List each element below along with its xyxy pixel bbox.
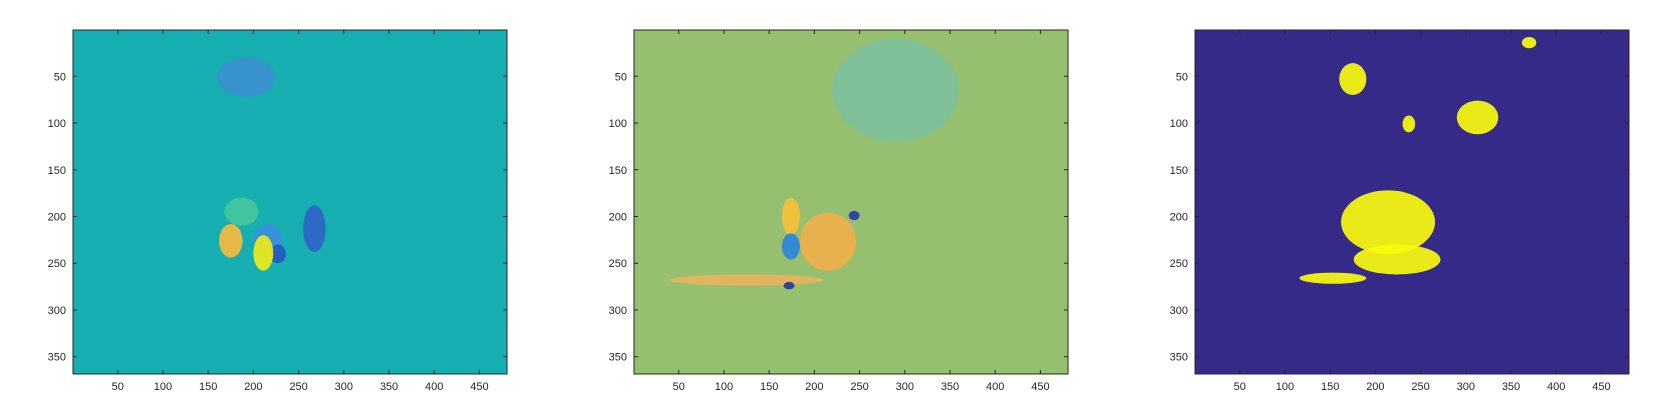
heatmap-patch-5 bbox=[1456, 100, 1499, 135]
x-tick-label: 100 bbox=[715, 381, 733, 393]
x-tick-label: 150 bbox=[1321, 381, 1339, 393]
heatmap-patch-3 bbox=[303, 205, 326, 253]
x-tick-label: 350 bbox=[941, 381, 959, 393]
y-tick-label: 150 bbox=[1170, 165, 1188, 177]
x-tick-label: 400 bbox=[425, 381, 443, 393]
axes-frame bbox=[72, 29, 508, 375]
x-tick-label: 200 bbox=[1366, 381, 1384, 393]
y-tick-label: 100 bbox=[48, 118, 66, 130]
heatmap-patch-1 bbox=[1341, 190, 1436, 254]
x-tick-label: 300 bbox=[896, 381, 914, 393]
heatmap-patch-1 bbox=[781, 197, 800, 236]
y-tick-label: 250 bbox=[609, 258, 627, 270]
heatmap-patch-2 bbox=[1353, 244, 1441, 275]
x-tick-label: 250 bbox=[289, 381, 307, 393]
heatmap-patch-4 bbox=[848, 210, 860, 221]
x-tick-label: 350 bbox=[1502, 381, 1520, 393]
heatmap-panel-2: 50 100 150 200 250 300 350 400 450 50 100 150 200 250… bbox=[609, 29, 1069, 393]
heatmap-patch-6 bbox=[253, 235, 274, 271]
axes-frame bbox=[1194, 29, 1630, 375]
x-tick-label: 250 bbox=[850, 381, 868, 393]
x-tick-label: 100 bbox=[154, 381, 172, 393]
x-tick-label: 400 bbox=[1547, 381, 1565, 393]
y-tick-label: 50 bbox=[54, 71, 66, 83]
y-tick-label: 250 bbox=[48, 258, 66, 270]
heatmap-panel-1: 50 100 150 200 250 300 350 400 450 50 100 150 200 250… bbox=[48, 29, 508, 393]
y-tick-label: 300 bbox=[609, 305, 627, 317]
y-tick-label: 50 bbox=[1176, 71, 1188, 83]
heatmap-patch-7 bbox=[217, 57, 276, 97]
x-tick-label: 150 bbox=[199, 381, 217, 393]
x-tick-label: 50 bbox=[112, 381, 124, 393]
x-tick-label: 300 bbox=[335, 381, 353, 393]
heatmap-patch-6 bbox=[783, 281, 795, 290]
heatmap-panel-3: 50 100 150 200 250 300 350 400 450 50 100 150 200 250… bbox=[1170, 29, 1630, 393]
x-tick-label: 400 bbox=[986, 381, 1004, 393]
heatmap-patch-2 bbox=[781, 233, 800, 260]
y-tick-label: 100 bbox=[609, 118, 627, 130]
y-tick-label: 150 bbox=[609, 165, 627, 177]
y-tick-label: 300 bbox=[1170, 305, 1188, 317]
heatmap-patch-7 bbox=[1402, 115, 1416, 133]
x-tick-label: 450 bbox=[1592, 381, 1610, 393]
y-tick-label: 200 bbox=[1170, 211, 1188, 223]
y-tick-label: 300 bbox=[48, 305, 66, 317]
x-tick-label: 200 bbox=[805, 381, 823, 393]
heatmap-patch-4 bbox=[269, 244, 286, 264]
axes-frame bbox=[633, 29, 1069, 375]
heatmap-patch-1 bbox=[219, 223, 243, 258]
y-tick-label: 200 bbox=[48, 211, 66, 223]
y-tick-label: 150 bbox=[48, 165, 66, 177]
heatmap-patch-5 bbox=[224, 197, 259, 226]
heatmap-patch-5 bbox=[669, 274, 824, 286]
y-tick-label: 350 bbox=[609, 352, 627, 364]
x-tick-label: 100 bbox=[1276, 381, 1294, 393]
heatmap-patch-4 bbox=[1339, 63, 1367, 95]
heatmap-patch-7 bbox=[832, 38, 960, 142]
x-tick-label: 450 bbox=[470, 381, 488, 393]
x-tick-label: 50 bbox=[1234, 381, 1246, 393]
heatmap-background bbox=[73, 30, 507, 374]
x-tick-label: 450 bbox=[1031, 381, 1049, 393]
y-tick-label: 350 bbox=[48, 352, 66, 364]
y-tick-label: 250 bbox=[1170, 258, 1188, 270]
heatmap-patch-3 bbox=[799, 212, 856, 271]
x-tick-label: 150 bbox=[760, 381, 778, 393]
x-tick-label: 350 bbox=[380, 381, 398, 393]
x-tick-label: 300 bbox=[1457, 381, 1475, 393]
y-tick-label: 100 bbox=[1170, 118, 1188, 130]
heatmap-patch-3 bbox=[1299, 272, 1367, 284]
y-tick-label: 50 bbox=[615, 71, 627, 83]
y-tick-label: 200 bbox=[609, 211, 627, 223]
x-tick-label: 200 bbox=[244, 381, 262, 393]
x-tick-label: 50 bbox=[673, 381, 685, 393]
x-tick-label: 250 bbox=[1411, 381, 1429, 393]
heatmap-patch-6 bbox=[1521, 37, 1537, 49]
y-tick-label: 350 bbox=[1170, 352, 1188, 364]
